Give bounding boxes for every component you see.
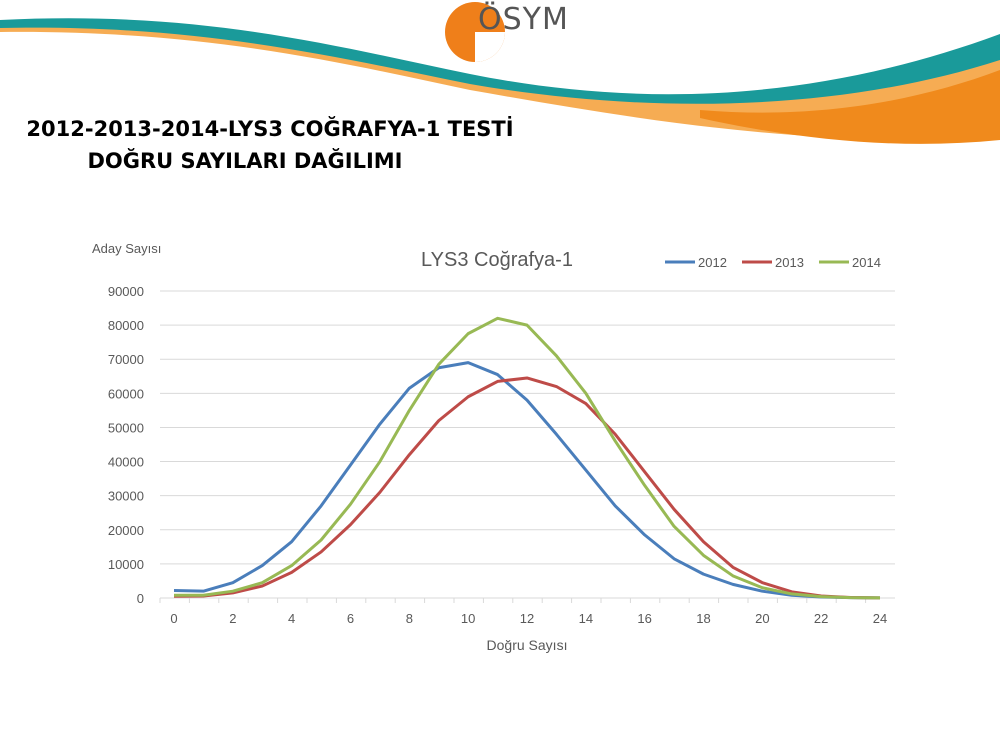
y-tick-label: 30000 bbox=[108, 489, 144, 504]
x-tick-label: 24 bbox=[873, 611, 887, 626]
y-tick-label: 80000 bbox=[108, 318, 144, 333]
x-tick-label: 14 bbox=[579, 611, 593, 626]
y-tick-label: 50000 bbox=[108, 420, 144, 435]
legend-label-2014: 2014 bbox=[852, 255, 881, 270]
y-axis-label: Aday Sayısı bbox=[92, 241, 161, 256]
page-title-line1: 2012-2013-2014-LYS3 COĞRAFYA-1 TESTİ bbox=[26, 117, 514, 141]
x-tick-label: 6 bbox=[347, 611, 354, 626]
x-tick-label: 8 bbox=[406, 611, 413, 626]
header-swoosh-banner bbox=[0, 2, 1000, 144]
y-tick-label: 0 bbox=[137, 591, 144, 606]
x-tick-label: 4 bbox=[288, 611, 295, 626]
x-tick-label: 12 bbox=[520, 611, 534, 626]
osym-logo: ÖSYM bbox=[478, 2, 569, 37]
y-tick-label: 70000 bbox=[108, 352, 144, 367]
legend-label-2013: 2013 bbox=[775, 255, 804, 270]
y-tick-label: 90000 bbox=[108, 284, 144, 299]
chart-title: LYS3 Coğrafya-1 bbox=[421, 249, 573, 271]
series-line-2014 bbox=[174, 316, 881, 600]
x-tick-label: 20 bbox=[755, 611, 769, 626]
page-title-line2: DOĞRU SAYILARI DAĞILIMI bbox=[87, 149, 403, 173]
x-axis-label: Doğru Sayısı bbox=[487, 637, 568, 653]
x-tick-label: 10 bbox=[461, 611, 475, 626]
y-tick-label: 40000 bbox=[108, 455, 144, 470]
y-tick-label: 20000 bbox=[108, 523, 144, 538]
series-line-2012 bbox=[173, 361, 881, 600]
series-line-2013 bbox=[173, 376, 881, 600]
legend-label-2012: 2012 bbox=[698, 255, 727, 270]
y-tick-label: 10000 bbox=[108, 557, 144, 572]
x-tick-label: 18 bbox=[696, 611, 710, 626]
x-tick-label: 2 bbox=[229, 611, 236, 626]
x-tick-label: 16 bbox=[637, 611, 651, 626]
y-tick-label: 60000 bbox=[108, 386, 144, 401]
x-tick-label: 22 bbox=[814, 611, 828, 626]
x-tick-label: 0 bbox=[170, 611, 177, 626]
